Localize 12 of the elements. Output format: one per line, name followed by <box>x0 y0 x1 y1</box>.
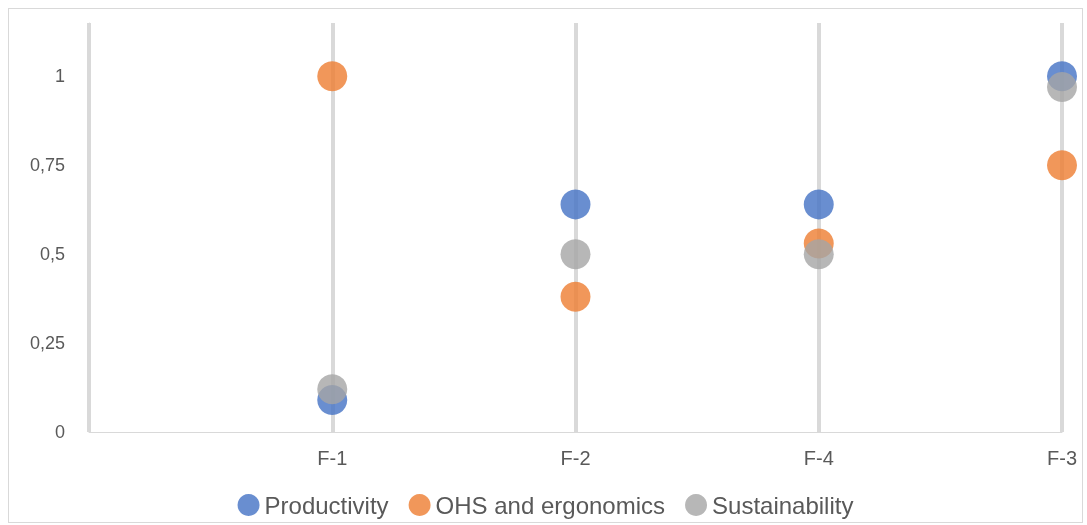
y-tick-label: 0,25 <box>29 333 65 354</box>
x-tick-label: F-3 <box>1047 447 1077 469</box>
y-tick-label: 1 <box>54 66 65 87</box>
x-tick-label: F-2 <box>560 447 591 469</box>
y-tick-label: 0,5 <box>39 244 65 265</box>
x-tick-label: F-4 <box>803 447 834 469</box>
legend-label: OHS and ergonomics <box>435 491 666 519</box>
legend-label: Productivity <box>264 491 389 519</box>
x-tick-label: F-1 <box>317 447 348 469</box>
y-tick-label: 0 <box>54 422 65 442</box>
legend-label: Sustainability <box>712 491 854 519</box>
y-tick-label: 0,75 <box>29 155 65 176</box>
